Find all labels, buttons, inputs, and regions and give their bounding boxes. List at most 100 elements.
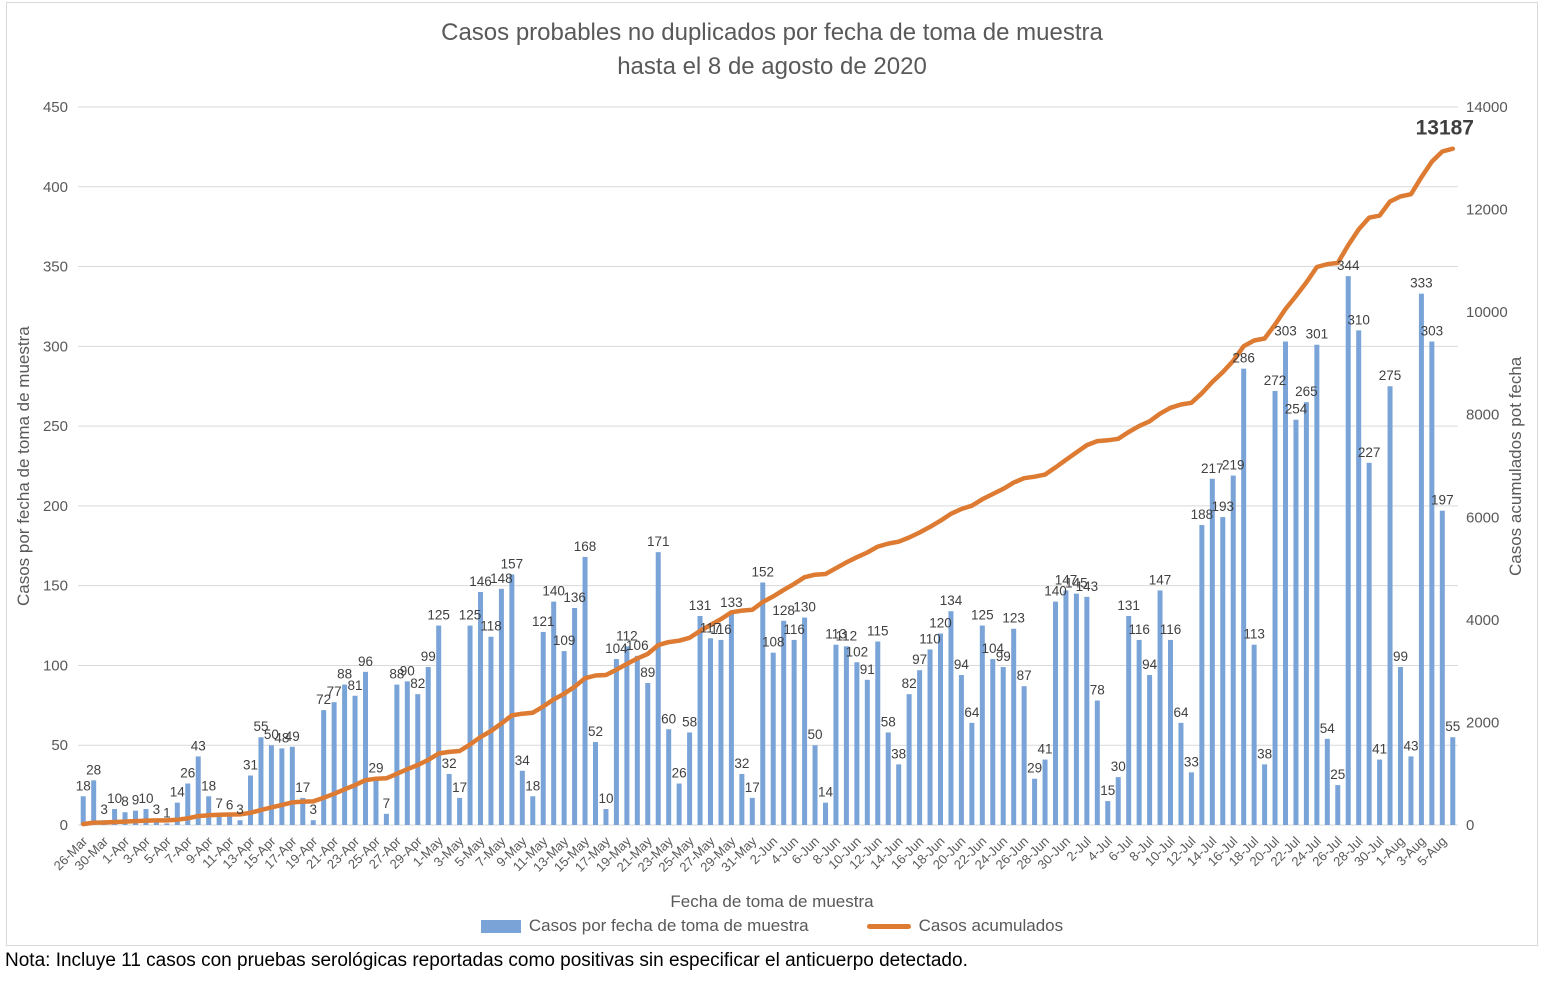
bar-value-label: 58 (682, 714, 697, 729)
bar-value-label: 121 (532, 614, 555, 629)
bar (875, 641, 881, 825)
bar (1241, 368, 1247, 825)
bar (373, 778, 379, 825)
bar-value-label: 81 (348, 678, 363, 693)
legend: Casos por fecha de toma de muestra Casos… (0, 916, 1544, 936)
bar (1209, 478, 1215, 825)
bar (1230, 475, 1236, 825)
chart-title-line2: hasta el 8 de agosto de 2020 (617, 53, 927, 80)
bar-value-label: 104 (605, 641, 628, 656)
bar-value-label: 6 (226, 797, 234, 812)
left-axis-tick-label: 250 (43, 418, 68, 435)
bar (1293, 419, 1299, 825)
bar-value-label: 18 (76, 778, 91, 793)
bar-value-label: 136 (563, 590, 586, 605)
bar (854, 662, 860, 825)
bar (80, 796, 86, 825)
bar (770, 652, 776, 825)
bar (1303, 402, 1309, 825)
bar (843, 646, 849, 825)
bar (300, 797, 306, 825)
bar-value-label: 99 (421, 649, 436, 664)
bar-value-label: 38 (891, 746, 906, 761)
bar-value-label: 14 (818, 785, 834, 800)
bar-value-label: 168 (574, 539, 597, 554)
bar (185, 783, 191, 825)
bar (979, 625, 985, 825)
bar (1272, 391, 1278, 825)
bar (1262, 764, 1268, 825)
cumulative-line (80, 146, 1456, 827)
bar (1157, 590, 1163, 825)
bar (133, 810, 138, 825)
left-axis-tick-label: 0 (60, 817, 68, 834)
bar-value-label: 143 (1076, 579, 1099, 594)
bar (268, 745, 274, 825)
bar-value-label: 82 (410, 676, 425, 691)
bar-value-label: 130 (793, 600, 816, 615)
bar-value-label: 147 (1149, 572, 1172, 587)
bar-value-label: 123 (1002, 611, 1025, 626)
bar-value-label: 193 (1212, 499, 1235, 514)
bar (342, 684, 348, 825)
bar-value-label: 34 (515, 753, 531, 768)
right-axis-tick-label: 8000 (1466, 407, 1499, 424)
bar (352, 695, 358, 825)
bar-value-label: 41 (1372, 742, 1387, 757)
bar (279, 748, 285, 825)
bar-value-label: 227 (1358, 445, 1381, 460)
bar-value-label: 116 (783, 622, 805, 637)
bar (1032, 778, 1038, 825)
legend-item-bars: Casos por fecha de toma de muestra (480, 916, 809, 936)
bar (1136, 639, 1142, 825)
bar-value-label: 64 (1173, 705, 1189, 720)
bar (896, 764, 902, 825)
bar-value-label: 303 (1274, 324, 1297, 339)
bar (708, 638, 713, 825)
bar-value-label: 8 (121, 794, 129, 809)
bar (1366, 462, 1372, 825)
bar-value-label: 30 (1111, 759, 1126, 774)
bar (906, 694, 912, 825)
bar (174, 802, 180, 825)
bar-value-label: 106 (626, 638, 649, 653)
bar-value-label: 286 (1232, 351, 1255, 366)
chart-title-line1: Casos probables no duplicados por fecha … (441, 19, 1103, 46)
bar-value-label: 88 (389, 667, 404, 682)
bar-value-label: 275 (1379, 368, 1402, 383)
bar (237, 820, 243, 825)
left-axis-title: Casos por fecha de toma de muestra (14, 326, 33, 606)
bar-value-label: 54 (1320, 721, 1336, 736)
bar (1105, 801, 1111, 825)
bar-value-label: 10 (107, 791, 122, 806)
bar-value-label: 3 (153, 802, 161, 817)
right-axis-tick-label: 14000 (1466, 99, 1508, 116)
bar (1408, 756, 1414, 825)
bar-value-label: 91 (860, 662, 875, 677)
bar (958, 675, 964, 825)
bar (864, 679, 870, 825)
bar (561, 651, 567, 825)
bar (917, 670, 923, 825)
bar (258, 737, 264, 825)
bar-value-label: 125 (459, 608, 482, 623)
bar-value-label: 125 (971, 608, 994, 623)
bar-value-label: 49 (285, 729, 300, 744)
bar (415, 694, 421, 825)
bar-value-label: 7 (383, 796, 391, 811)
bar (331, 702, 337, 825)
bar (509, 574, 515, 825)
bar-value-label: 29 (1027, 761, 1042, 776)
bar (216, 813, 222, 825)
bar (749, 797, 755, 825)
bar (1314, 344, 1320, 825)
bar-value-label: 254 (1285, 402, 1308, 417)
bar-value-label: 82 (902, 676, 917, 691)
bar (718, 639, 724, 825)
bar-value-label: 117 (700, 620, 722, 635)
bar-value-label: 55 (253, 719, 268, 734)
bar (687, 732, 693, 825)
bar (310, 820, 316, 825)
bar-value-label: 17 (452, 780, 467, 795)
bar-value-label: 104 (982, 641, 1005, 656)
